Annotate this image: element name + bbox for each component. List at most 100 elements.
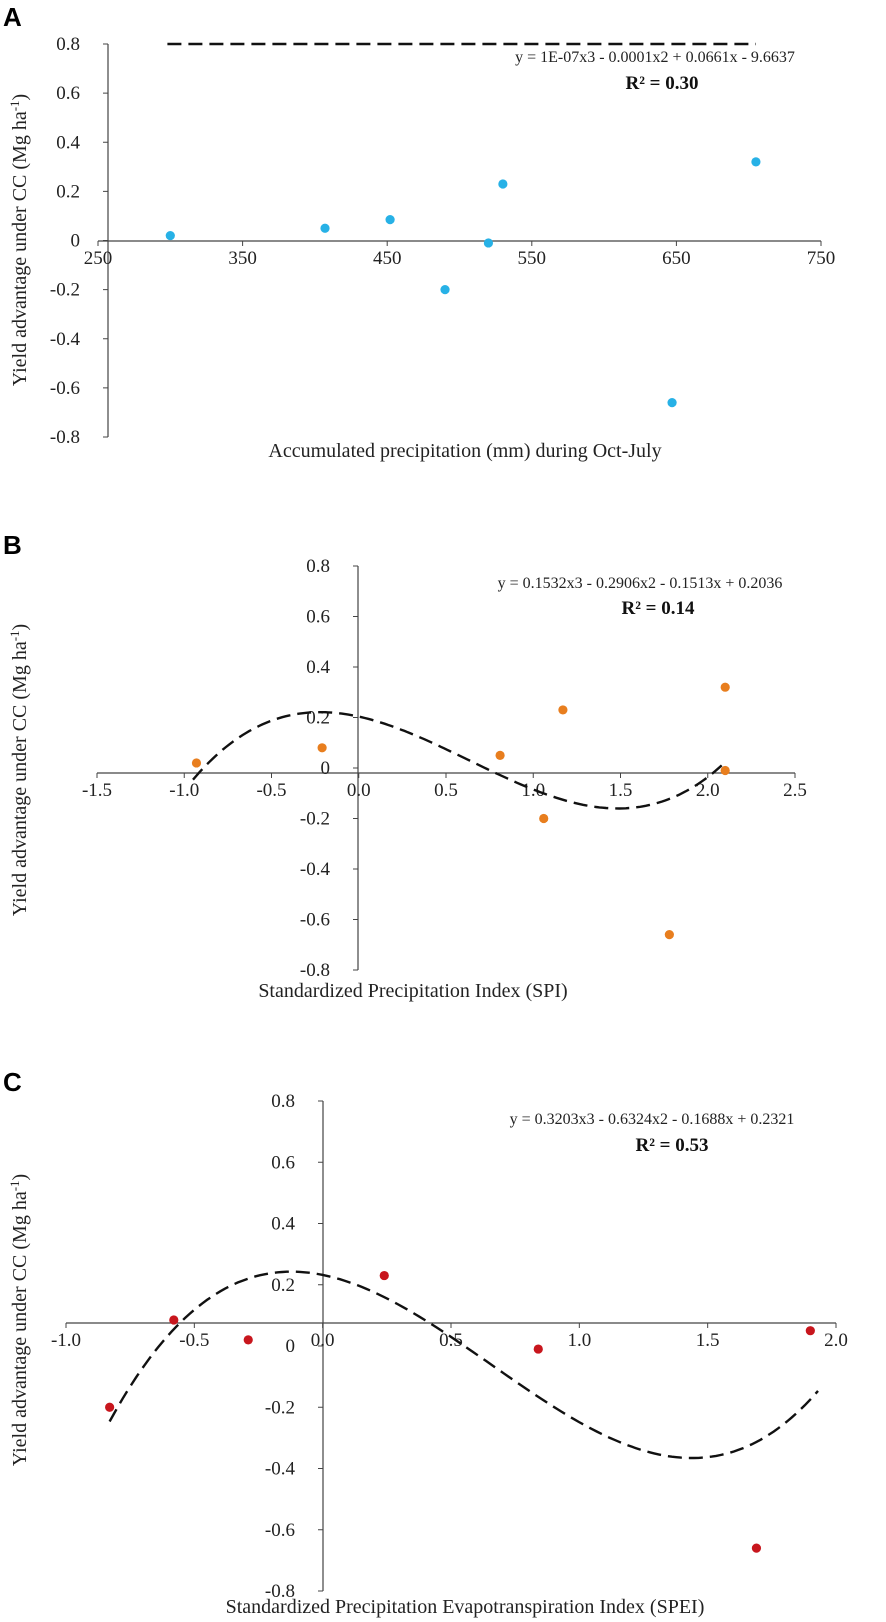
x-tick-label: 650 [662,248,691,269]
x-tick-label: 750 [807,248,836,269]
panel-letter: C [3,1067,22,1097]
trend-line [108,1270,819,1460]
data-point [805,1326,815,1336]
x-axis-title: Accumulated precipitation (mm) during Oc… [268,440,661,462]
data-point [320,223,330,233]
x-tick-label: -1.0 [51,1330,81,1351]
x-tick-label: 2.0 [824,1330,848,1351]
x-tick-label: -0.5 [179,1330,209,1351]
data-point [533,1344,543,1354]
x-axis-title: Standardized Precipitation Index (SPI) [258,980,567,1002]
y-axis-title-close: ) [9,1174,31,1181]
trend-equation: y = 0.1532x3 - 0.2906x2 - 0.1513x + 0.20… [498,575,783,592]
data-point [385,215,395,225]
panel-a: A 250 350 450 550 650 750 0.8 0.6 0.4 0.2 0 -0.2 -0.4… [3,2,835,462]
data-point [165,230,175,241]
y-tick-label: -0.4 [265,1459,296,1480]
y-tick-label: -0.6 [300,910,330,931]
y-tick-label: 0 [286,1336,296,1357]
x-tick-label: 0.5 [439,1330,463,1351]
y-tick-label: 0.2 [271,1275,295,1296]
y-tick-label: -0.2 [50,280,80,301]
y-tick-label: -0.8 [300,960,330,981]
x-tick-label: 2.5 [783,780,807,801]
data-point [751,1543,762,1553]
x-tick-label: 0.0 [347,780,371,801]
y-tick-label: 0.6 [56,83,80,104]
data-point [558,705,568,715]
x-tick-label: 250 [84,248,113,269]
r-squared: R² = 0.30 [626,73,699,94]
y-tick-label: 0 [321,758,331,779]
x-tick-label: 450 [373,248,402,269]
x-tick-label: -1.5 [82,780,112,801]
data-point [667,398,677,408]
x-tick-label: 0.0 [311,1330,335,1351]
data-point [720,682,730,692]
panel-letter: B [3,530,22,560]
x-tick-label: 1.0 [567,1330,591,1351]
y-tick-label: 0.8 [271,1091,295,1112]
y-tick-label: 0.2 [56,181,80,202]
y-tick-label: 0 [71,231,81,252]
x-axis-title: Standardized Precipitation Evapotranspir… [226,1596,705,1618]
x-tick-label: -1.0 [169,780,199,801]
y-tick-label: -0.6 [50,378,80,399]
y-axis-title-superscript: -1 [7,630,22,641]
y-tick-label: -0.4 [50,329,81,350]
data-point [105,1402,115,1412]
data-point [379,1270,389,1281]
y-tick-label: -0.8 [265,1581,295,1602]
x-tick-label: 1.0 [521,780,545,801]
y-axis-title: Yield advantage under CC (Mg ha-1) [7,94,31,386]
data-point [664,930,674,940]
y-tick-label: -0.2 [265,1397,295,1418]
data-point [539,813,549,824]
x-tick-label: 550 [518,248,547,269]
x-tick-label: -0.5 [256,780,286,801]
x-tick-label: 1.5 [696,1330,720,1351]
panel-b: B -1.5 -1.0 -0.5 0.0 0.5 1.0 1.5 2.0 2.5 0.8 0.6 0.4… [3,530,807,1002]
y-tick-label: -0.6 [265,1520,295,1541]
trend-line [192,711,723,810]
panel-c: C -1.0 -0.5 0.0 0.5 1.0 1.5 2.0 0.8 0.6 0.4 0.2 0 -0.… [3,1067,848,1618]
x-tick-label: 350 [228,248,257,269]
y-axis-title-main: Yield advantage under CC (Mg ha [9,1191,31,1466]
x-tick-label: 0.5 [434,780,458,801]
data-point [317,743,327,753]
r-squared: R² = 0.53 [636,1135,709,1156]
trend-equation: y = 1E-07x3 - 0.0001x2 + 0.0661x - 9.663… [515,49,795,66]
y-axis-title-close: ) [9,624,31,631]
y-axis-title-superscript: -1 [7,100,22,111]
data-point [243,1335,253,1345]
y-axis-title: Yield advantage under CC (Mg ha-1) [7,1174,31,1466]
data-point [720,765,730,776]
y-tick-label: -0.2 [300,809,330,830]
r-squared: R² = 0.14 [622,598,695,619]
data-point [440,285,450,295]
y-tick-label: 0.2 [306,708,330,729]
y-tick-label: 0.4 [306,657,330,678]
y-tick-label: 0.4 [56,132,80,153]
y-axis-title-main: Yield advantage under CC (Mg ha [9,641,31,916]
y-tick-label: 0.8 [306,556,330,577]
data-point [191,758,202,768]
y-tick-label: -0.4 [300,859,331,880]
trend-equation: y = 0.3203x3 - 0.6324x2 - 0.1688x + 0.23… [510,1111,795,1128]
y-tick-label: 0.6 [271,1152,295,1173]
y-tick-label: -0.8 [50,427,80,448]
x-tick-label: 2.0 [696,780,720,801]
y-tick-label: 0.6 [306,607,330,628]
y-tick-label: 0.8 [56,34,80,55]
data-point [169,1315,179,1325]
data-point [495,750,505,760]
data-point [751,157,761,167]
y-axis-title-superscript: -1 [7,1180,22,1191]
y-axis-title-close: ) [9,94,31,101]
y-axis-title: Yield advantage under CC (Mg ha-1) [7,624,31,916]
data-point [498,179,508,189]
data-point [483,238,494,248]
y-tick-label: 0.4 [271,1214,295,1235]
x-tick-label: 1.5 [609,780,633,801]
